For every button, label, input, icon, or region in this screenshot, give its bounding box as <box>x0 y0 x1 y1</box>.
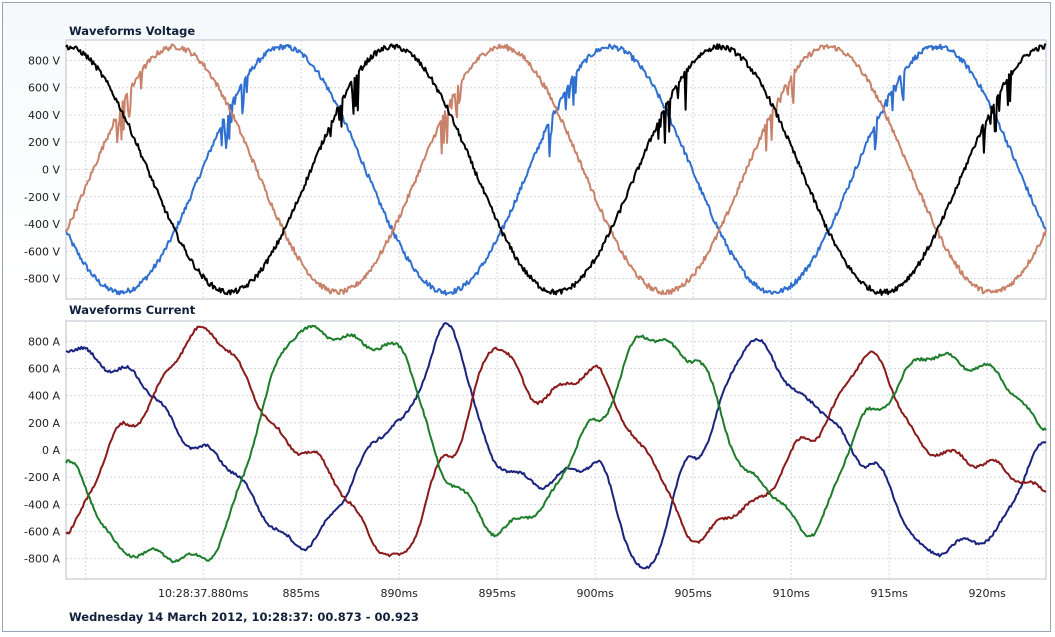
current-panel: Waveforms Current 800 A 600 A 400 A 200 A 0 A… <box>24 303 1047 600</box>
y-tick-label: -400 V <box>24 218 60 231</box>
voltage-panel: Waveforms Voltage 800 V 600 V 400 V 200 V 0 V… <box>24 24 1047 300</box>
y-tick-label: 0 V <box>42 164 60 177</box>
y-tick-label: 800 A <box>28 335 60 348</box>
panel-title: Waveforms Voltage <box>69 24 195 38</box>
series-line <box>65 43 1047 296</box>
x-tick-label: 895ms <box>478 587 516 600</box>
x-tick-label: 910ms <box>772 587 810 600</box>
y-tick-label: -200 A <box>24 471 60 484</box>
y-tick-label: 600 A <box>28 363 60 376</box>
y-tick-label: 200 A <box>28 417 60 430</box>
series-line <box>65 325 1047 558</box>
x-tick-label: 10:28:37.880ms <box>158 587 249 600</box>
y-tick-label: 400 V <box>28 109 60 122</box>
x-tick-label: 905ms <box>674 587 712 600</box>
x-tick-label: 915ms <box>870 587 908 600</box>
y-tick-label: 200 V <box>28 136 60 149</box>
x-tick-label: 920ms <box>968 587 1006 600</box>
y-tick-label: -800 A <box>24 553 60 566</box>
panel-title: Waveforms Current <box>69 303 196 317</box>
y-tick-label: -200 V <box>24 191 60 204</box>
y-tick-label: 400 A <box>28 390 60 403</box>
y-tick-label: -800 V <box>24 273 60 286</box>
series-line <box>65 43 1047 296</box>
y-tick-label: -600 A <box>24 525 60 538</box>
footer-date-range: Wednesday 14 March 2012, 10:28:37: 00.87… <box>69 610 419 624</box>
y-tick-label: 600 V <box>28 82 60 95</box>
series-line <box>65 324 1047 564</box>
x-tick-label: 900ms <box>576 587 614 600</box>
waveform-chart: Waveforms Voltage 800 V 600 V 400 V 200 V 0 V… <box>24 24 1047 624</box>
series-line <box>65 322 1047 570</box>
x-tick-label: 885ms <box>282 587 320 600</box>
y-tick-label: -400 A <box>24 498 60 511</box>
y-tick-label: -600 V <box>24 245 60 258</box>
y-tick-label: 800 V <box>28 54 60 67</box>
x-tick-label: 890ms <box>380 587 418 600</box>
y-tick-label: 0 A <box>42 444 60 457</box>
